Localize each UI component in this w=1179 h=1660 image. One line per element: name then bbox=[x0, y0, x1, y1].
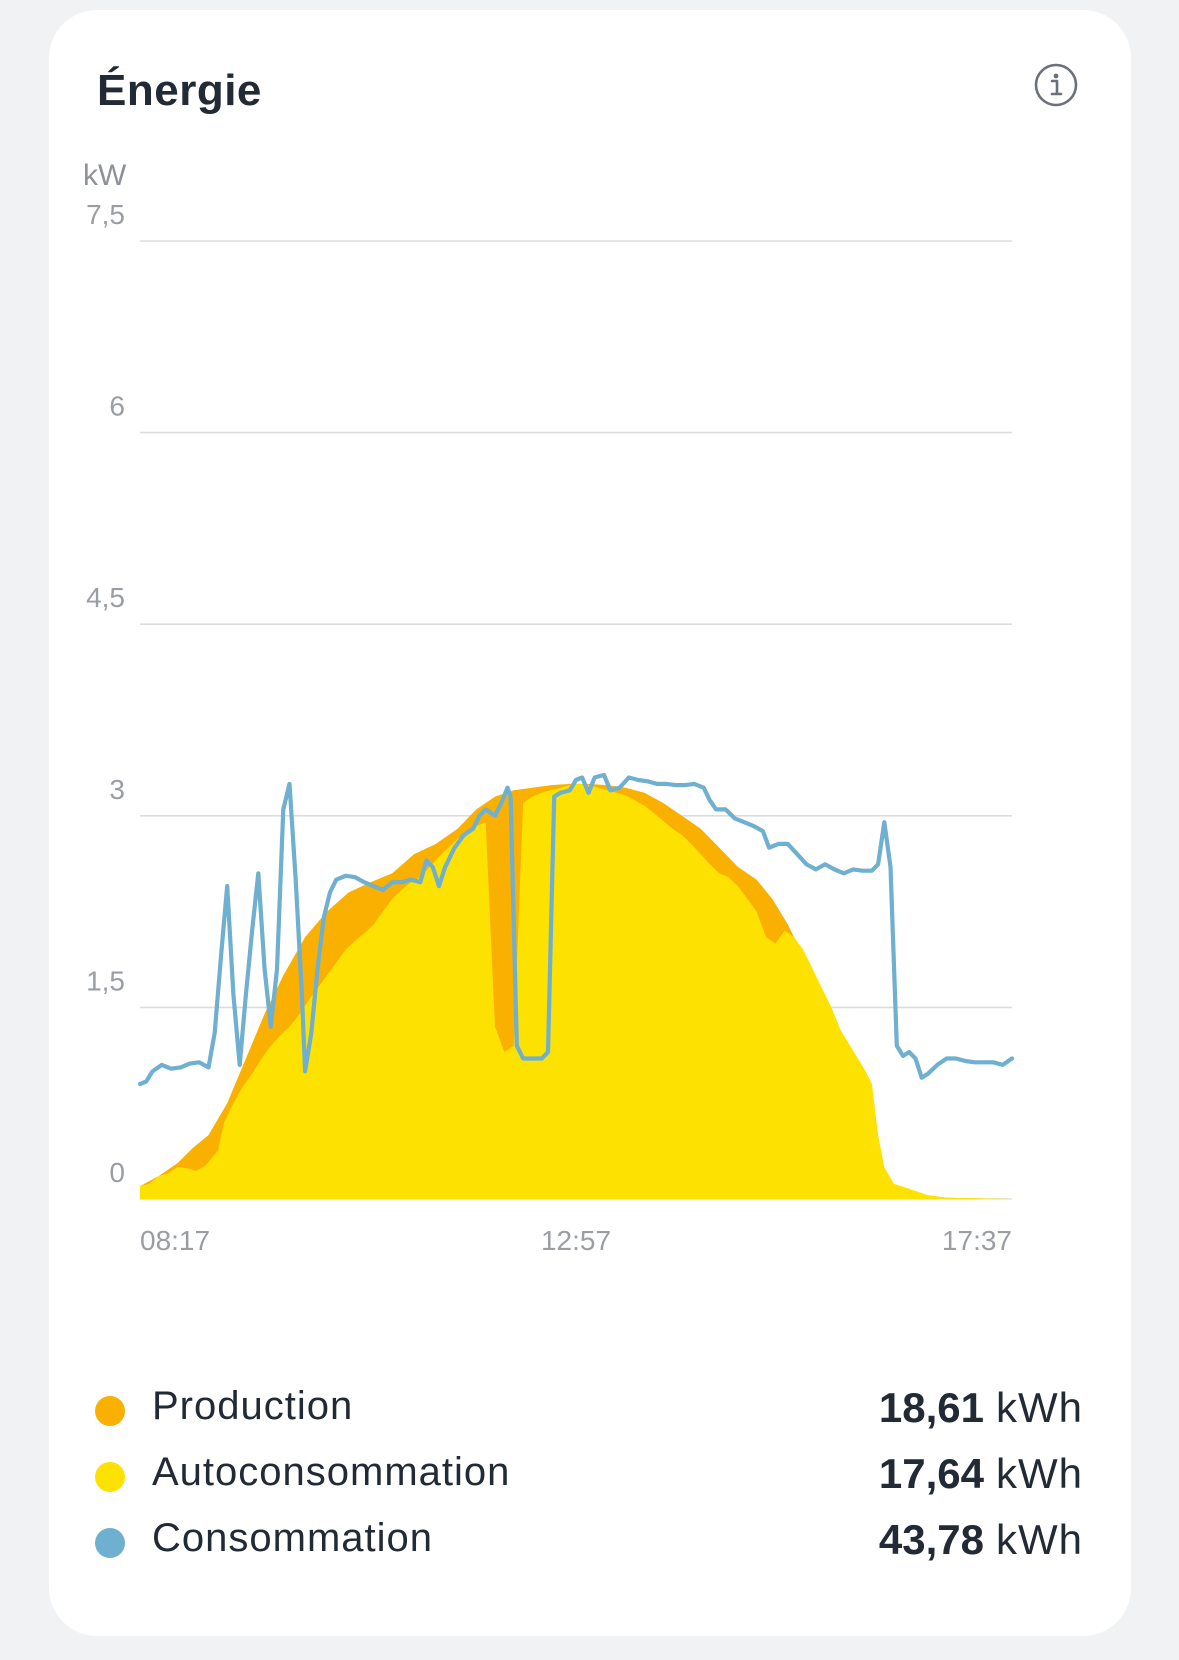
legend-label: Autoconsommation bbox=[152, 1450, 511, 1494]
consommation-line bbox=[137, 772, 1015, 1087]
x-tick-label: 17:37 bbox=[942, 1225, 1012, 1256]
x-tick-label: 12:57 bbox=[541, 1225, 611, 1256]
legend-unit: kWh bbox=[996, 1384, 1083, 1431]
legend-value: 43,78 kWh bbox=[879, 1516, 1083, 1564]
y-tick-label: 1,5 bbox=[86, 965, 125, 996]
legend-unit: kWh bbox=[996, 1450, 1083, 1497]
y-tick-label: 3 bbox=[109, 774, 125, 805]
legend-number: 43,78 bbox=[878, 1516, 984, 1563]
y-tick-label: 7,5 bbox=[86, 199, 125, 230]
legend-label: Production bbox=[152, 1384, 354, 1428]
energy-card: Énergie kW 7,5 6 4,5 3 1,5 0 08:17 12:57 17:37 Pr… bbox=[49, 10, 1131, 1636]
legend-item-consommation: Consommation 43,78 kWh bbox=[49, 1512, 1131, 1572]
legend-item-autoconsommation: Autoconsommation 17,64 kWh bbox=[49, 1446, 1131, 1506]
chart-labels: kW 7,5 6 4,5 3 1,5 0 08:17 12:57 17:37 bbox=[83, 159, 1012, 1256]
chart-lines bbox=[137, 772, 1015, 1087]
legend-number: 17,64 bbox=[878, 1450, 984, 1497]
info-icon[interactable] bbox=[1034, 63, 1078, 107]
card-title: Énergie bbox=[97, 66, 262, 115]
legend-label: Consommation bbox=[152, 1516, 434, 1560]
energy-chart: kW 7,5 6 4,5 3 1,5 0 08:17 12:57 17:37 bbox=[83, 159, 1015, 1256]
legend-item-production: Production 18,61 kWh bbox=[49, 1380, 1131, 1440]
autoconsommation-dot bbox=[95, 1462, 125, 1492]
legend-value: 17,64 kWh bbox=[879, 1450, 1083, 1498]
legend-unit: kWh bbox=[996, 1516, 1083, 1563]
consommation-dot bbox=[95, 1528, 125, 1558]
chart-areas bbox=[140, 783, 1012, 1199]
y-axis-unit: kW bbox=[83, 159, 127, 192]
legend-number: 18,61 bbox=[878, 1384, 984, 1431]
y-tick-label: 0 bbox=[109, 1157, 125, 1188]
x-tick-label: 08:17 bbox=[140, 1225, 210, 1256]
y-tick-label: 6 bbox=[109, 391, 125, 422]
autoconsommation-area bbox=[140, 783, 1012, 1199]
production-dot bbox=[95, 1396, 125, 1426]
y-tick-label: 4,5 bbox=[86, 582, 125, 613]
legend-value: 18,61 kWh bbox=[879, 1384, 1083, 1432]
